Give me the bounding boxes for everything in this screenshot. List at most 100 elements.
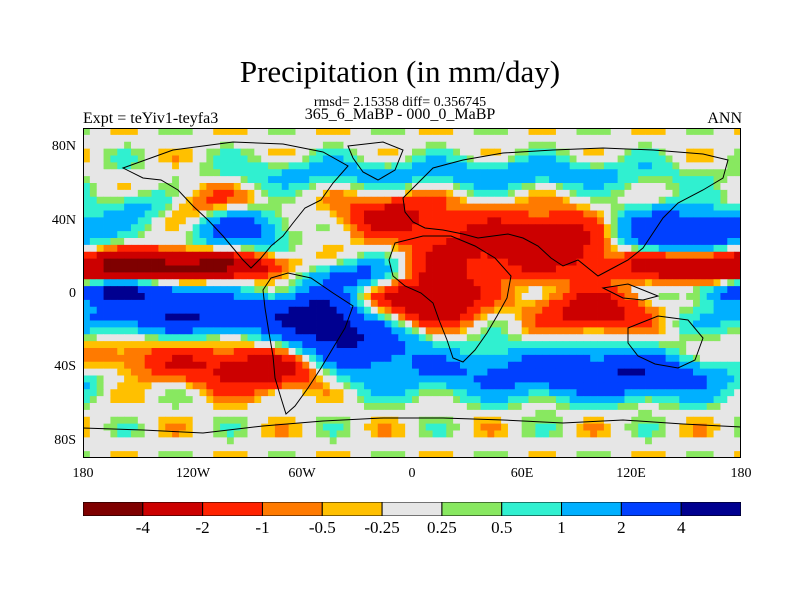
grid-cell (178, 148, 187, 156)
grid-cell (309, 423, 317, 431)
grid-cell (192, 451, 200, 458)
grid-cell (178, 272, 187, 280)
grid-cell (336, 368, 344, 376)
grid-cell (130, 320, 139, 328)
grid-cell (631, 272, 639, 280)
grid-cell (665, 293, 673, 301)
grid-cell (144, 327, 152, 335)
grid-cell (240, 416, 248, 425)
grid-cell (569, 183, 577, 191)
grid-cell (83, 444, 91, 452)
grid-cell (178, 217, 187, 225)
grid-cell (83, 258, 91, 266)
grid-cell (542, 231, 550, 239)
grid-cell (329, 341, 337, 349)
grid-cell (720, 451, 728, 458)
grid-cell (137, 313, 146, 321)
grid-cell (734, 272, 741, 280)
grid-cell (206, 128, 214, 136)
grid-cell (432, 382, 440, 390)
grid-cell (89, 141, 98, 150)
grid-cell (699, 293, 708, 301)
grid-cell (693, 244, 701, 253)
grid-cell (514, 334, 523, 342)
grid-cell (199, 320, 207, 328)
grid-cell (254, 354, 262, 363)
grid-cell (96, 286, 104, 294)
grid-cell (501, 313, 509, 321)
grid-cell (309, 416, 317, 425)
grid-cell (350, 183, 358, 191)
grid-cell (672, 375, 680, 383)
grid-cell (480, 409, 488, 418)
grid-cell (89, 327, 98, 335)
grid-cell (295, 176, 303, 184)
grid-cell (679, 286, 687, 294)
grid-cell (507, 196, 516, 205)
grid-cell (274, 134, 283, 143)
grid-cell (336, 327, 344, 335)
grid-cell (672, 272, 680, 280)
grid-cell (514, 196, 523, 205)
grid-cell (199, 286, 207, 294)
grid-cell (713, 128, 721, 136)
grid-cell (336, 451, 344, 458)
grid-cell (727, 286, 735, 294)
grid-cell (185, 169, 194, 177)
grid-cell (494, 403, 502, 411)
grid-cell (459, 258, 468, 266)
grid-cell (185, 389, 194, 397)
grid-cell (103, 196, 111, 205)
grid-cell (336, 224, 344, 232)
grid-cell (288, 382, 296, 390)
grid-cell (261, 382, 269, 390)
grid-cell (658, 272, 666, 280)
grid-cell (617, 210, 625, 218)
grid-cell (213, 313, 221, 321)
grid-cell (583, 341, 591, 349)
grid-cell (357, 361, 365, 370)
grid-cell (206, 224, 214, 232)
grid-cell (83, 286, 91, 294)
grid-cell (192, 361, 200, 370)
grid-cell (364, 368, 372, 376)
grid-cell (377, 265, 385, 273)
grid-cell (124, 210, 132, 218)
grid-cell (295, 189, 303, 198)
grid-cell (727, 354, 735, 363)
grid-cell (370, 451, 379, 458)
grid-cell (261, 341, 269, 349)
grid-cell (96, 203, 104, 211)
grid-cell (83, 272, 91, 280)
grid-cell (473, 169, 481, 177)
grid-cell (316, 217, 324, 225)
grid-cell (199, 451, 207, 458)
grid-cell (501, 251, 509, 260)
grid-cell (418, 444, 427, 452)
grid-cell (521, 299, 529, 308)
grid-cell (501, 189, 509, 198)
grid-cell (295, 306, 303, 315)
grid-cell (96, 128, 104, 136)
grid-cell (432, 210, 440, 218)
grid-cell (521, 306, 529, 315)
grid-cell (665, 389, 673, 397)
grid-cell (309, 444, 317, 452)
grid-cell (494, 286, 502, 294)
grid-cell (446, 293, 454, 301)
grid-cell (713, 334, 721, 342)
grid-cell (268, 224, 276, 232)
grid-cell (96, 389, 104, 397)
grid-cell (316, 203, 324, 211)
grid-cell (185, 327, 194, 335)
grid-cell (83, 238, 91, 246)
grid-cell (226, 389, 235, 397)
grid-cell (466, 169, 475, 177)
grid-cell (425, 238, 433, 246)
grid-cell (555, 348, 564, 356)
grid-cell (514, 409, 523, 418)
grid-cell (165, 224, 173, 232)
grid-cell (603, 231, 612, 239)
grid-cell (233, 196, 242, 205)
grid-cell (501, 134, 509, 143)
